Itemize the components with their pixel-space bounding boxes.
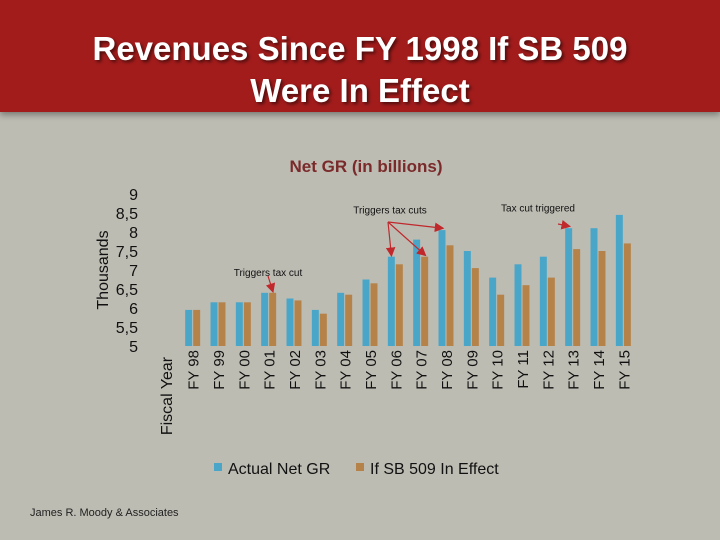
x-tick-label: FY 08 — [439, 350, 456, 390]
legend-label-sb509: If SB 509 In Effect — [370, 461, 499, 478]
annotation-arrow — [387, 221, 445, 233]
x-tick-label: FY 99 — [211, 350, 228, 390]
legend-swatch-actual — [214, 463, 222, 471]
bar-sb509 — [345, 294, 353, 346]
bar-sb509 — [623, 243, 631, 346]
bar-actual — [185, 309, 193, 346]
bar-actual — [489, 277, 497, 346]
bar-actual — [286, 298, 294, 346]
bar-sb509 — [421, 256, 429, 346]
y-tick-label: 5 — [129, 339, 138, 356]
bar-actual — [539, 256, 547, 346]
y-tick-label: 6 — [129, 301, 138, 318]
bar-sb509 — [269, 292, 277, 346]
x-tick-label: FY 03 — [312, 350, 329, 390]
bar-actual — [210, 302, 218, 346]
y-tick-label: 6,5 — [116, 282, 138, 299]
bar-actual — [565, 228, 573, 346]
bar-sb509 — [522, 285, 530, 346]
title-bar: Revenues Since FY 1998 If SB 509 Were In… — [0, 0, 720, 112]
bar-sb509 — [243, 302, 251, 346]
y-tick-label: 9 — [129, 187, 138, 204]
annotation-arrow — [387, 221, 427, 257]
bar-sb509 — [319, 313, 327, 346]
bar-sb509 — [573, 249, 581, 346]
x-tick-label: FY 05 — [363, 350, 380, 390]
annotation-label: Tax cut triggered — [501, 203, 575, 214]
x-tick-label: FY 98 — [186, 350, 203, 390]
bar-sb509 — [547, 277, 555, 346]
annotation-label: Triggers tax cut — [234, 268, 303, 279]
bar-sb509 — [497, 294, 505, 346]
x-tick-label: FY 07 — [414, 350, 431, 390]
x-tick-label: FY 15 — [616, 350, 633, 390]
bar-actual — [235, 302, 243, 346]
bar-actual — [311, 309, 319, 346]
x-tick-label: FY 12 — [540, 350, 557, 390]
x-tick-label: FY 11 — [515, 350, 532, 389]
bar-actual — [413, 239, 421, 346]
legend-swatch-sb509 — [356, 463, 364, 471]
bar-actual — [438, 230, 446, 346]
annotation-label: Triggers tax cuts — [353, 205, 427, 216]
bar-sb509 — [218, 302, 226, 346]
annotation-arrow — [265, 275, 276, 294]
bar-actual — [261, 292, 269, 346]
x-tick-label: FY 14 — [591, 350, 608, 390]
annotation-arrow — [385, 221, 396, 258]
bar-sb509 — [446, 245, 454, 346]
x-tick-label: FY 09 — [464, 350, 481, 390]
bar-sb509 — [598, 251, 606, 346]
bar-actual — [387, 256, 395, 346]
bar-actual — [463, 251, 471, 346]
bar-actual — [337, 292, 345, 346]
bar-sb509 — [395, 264, 403, 346]
y-tick-label: 8 — [129, 225, 138, 242]
y-tick-label: 7 — [129, 263, 138, 280]
bar-actual — [590, 228, 598, 346]
x-tick-label: FY 10 — [490, 350, 507, 390]
x-tick-label: FY 00 — [236, 350, 253, 390]
bar-sb509 — [294, 300, 302, 346]
x-tick-label: FY 04 — [338, 350, 355, 390]
legend-label-actual: Actual Net GR — [228, 461, 330, 478]
x-tick-label: FY 01 — [262, 350, 279, 390]
x-tick-label: FY 02 — [287, 350, 304, 390]
bar-actual — [514, 264, 522, 346]
slide-title-line-2: Were In Effect — [250, 72, 470, 109]
x-tick-label: FY 06 — [388, 350, 405, 390]
bar-sb509 — [471, 268, 479, 346]
y-tick-label: 5,5 — [116, 320, 138, 337]
footer-credit: James R. Moody & Associates — [30, 507, 179, 519]
y-axis-title: Thousands — [95, 230, 112, 309]
y-tick-label: 8,5 — [116, 206, 138, 223]
y-tick-label: 7,5 — [116, 244, 138, 261]
x-tick-label: FY 13 — [566, 350, 583, 390]
bar-actual — [362, 279, 370, 346]
bar-sb509 — [193, 309, 201, 346]
bar-actual — [615, 214, 623, 346]
slide-title-line-1: Revenues Since FY 1998 If SB 509 — [92, 30, 628, 67]
x-axis-title: Fiscal Year — [159, 356, 176, 435]
annotation-arrow — [557, 220, 572, 230]
chart-title: Net GR (in billions) — [290, 157, 443, 176]
bar-sb509 — [370, 283, 378, 346]
